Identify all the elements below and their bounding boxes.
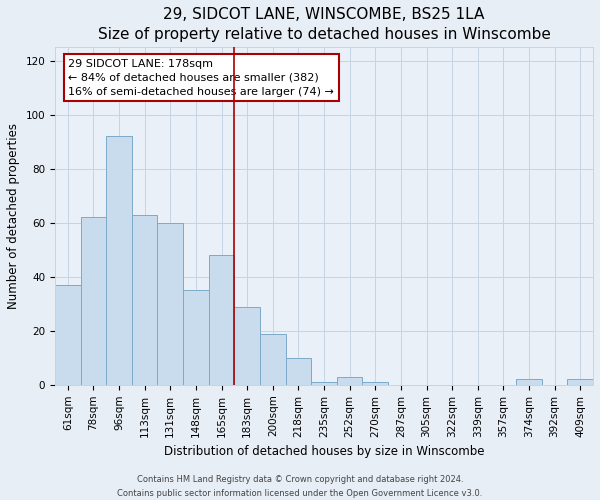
Y-axis label: Number of detached properties: Number of detached properties: [7, 123, 20, 309]
Bar: [157, 222, 183, 385]
Bar: [183, 290, 209, 385]
Bar: [362, 382, 388, 385]
Title: 29, SIDCOT LANE, WINSCOMBE, BS25 1LA
Size of property relative to detached house: 29, SIDCOT LANE, WINSCOMBE, BS25 1LA Siz…: [98, 7, 550, 42]
Bar: [311, 382, 337, 385]
Bar: [235, 306, 260, 385]
Bar: [209, 255, 235, 385]
Bar: [337, 377, 362, 385]
Text: 29 SIDCOT LANE: 178sqm
← 84% of detached houses are smaller (382)
16% of semi-de: 29 SIDCOT LANE: 178sqm ← 84% of detached…: [68, 59, 334, 97]
Bar: [516, 380, 542, 385]
Bar: [286, 358, 311, 385]
Text: Contains HM Land Registry data © Crown copyright and database right 2024.
Contai: Contains HM Land Registry data © Crown c…: [118, 476, 482, 498]
Bar: [80, 218, 106, 385]
Bar: [568, 380, 593, 385]
X-axis label: Distribution of detached houses by size in Winscombe: Distribution of detached houses by size …: [164, 445, 484, 458]
Bar: [106, 136, 132, 385]
Bar: [260, 334, 286, 385]
Bar: [55, 285, 80, 385]
Bar: [132, 214, 157, 385]
